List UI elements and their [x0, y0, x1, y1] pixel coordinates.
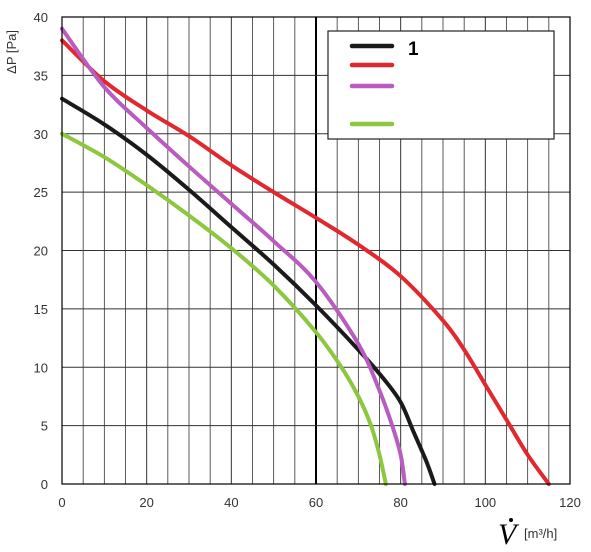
x-tick-label: 120	[559, 495, 581, 510]
x-tick-label: 40	[224, 495, 238, 510]
y-tick-label: 5	[41, 419, 48, 434]
legend: 1	[327, 30, 555, 140]
legend-label-1: 1	[408, 39, 419, 60]
series-line-2	[60, 38, 551, 486]
series-line-1	[60, 96, 437, 486]
y-tick-label: 40	[34, 10, 48, 25]
plot-frame	[61, 16, 571, 485]
y-tick-label: 20	[34, 244, 48, 259]
y-tick-label: 35	[34, 68, 48, 83]
y-axis-label: ΔP [Pa]	[4, 30, 19, 74]
x-tick-label: 80	[393, 495, 407, 510]
x-axis-symbol-dot	[509, 518, 513, 522]
series-lines	[60, 26, 551, 486]
x-tick-label: 100	[474, 495, 496, 510]
x-axis-symbol: V	[498, 518, 520, 551]
x-tick-label: 60	[309, 495, 323, 510]
y-tick-label: 10	[34, 360, 48, 375]
axis-tick-labels: 0 20 40 60 80 100 120 0 5 10 15 20 25 30 35 40	[34, 10, 581, 510]
x-tick-label: 20	[139, 495, 153, 510]
y-tick-label: 0	[41, 477, 48, 492]
x-tick-label: 0	[58, 495, 65, 510]
x-axis-unit: [m³/h]	[524, 526, 557, 541]
y-tick-label: 30	[34, 127, 48, 142]
y-tick-label: 15	[34, 302, 48, 317]
y-tick-label: 25	[34, 185, 48, 200]
series-line-4	[60, 131, 388, 486]
series-line-3	[60, 26, 407, 486]
